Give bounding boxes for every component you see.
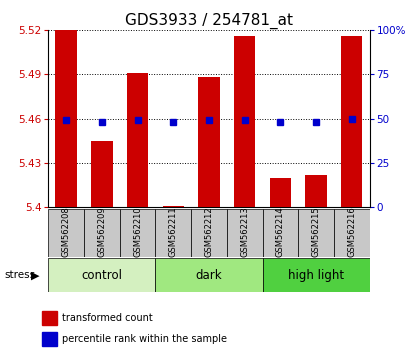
Text: GSM562211: GSM562211 bbox=[169, 206, 178, 257]
Text: high light: high light bbox=[288, 269, 344, 282]
Text: GSM562210: GSM562210 bbox=[133, 206, 142, 257]
FancyBboxPatch shape bbox=[227, 209, 262, 257]
Text: transformed count: transformed count bbox=[63, 313, 153, 323]
Text: dark: dark bbox=[196, 269, 222, 282]
Bar bbox=[163, 206, 184, 207]
FancyBboxPatch shape bbox=[191, 209, 227, 257]
Bar bbox=[305, 175, 327, 207]
Text: GSM562213: GSM562213 bbox=[240, 206, 249, 257]
Text: percentile rank within the sample: percentile rank within the sample bbox=[63, 334, 227, 344]
FancyBboxPatch shape bbox=[48, 258, 155, 292]
Text: GSM562212: GSM562212 bbox=[205, 206, 213, 257]
Bar bbox=[42, 312, 58, 325]
Bar bbox=[91, 141, 113, 207]
Bar bbox=[198, 77, 220, 207]
FancyBboxPatch shape bbox=[298, 209, 334, 257]
Bar bbox=[234, 36, 255, 207]
Bar bbox=[55, 29, 77, 207]
FancyBboxPatch shape bbox=[334, 209, 370, 257]
FancyBboxPatch shape bbox=[84, 209, 120, 257]
Text: GSM562215: GSM562215 bbox=[312, 206, 320, 257]
Title: GDS3933 / 254781_at: GDS3933 / 254781_at bbox=[125, 12, 293, 29]
Bar bbox=[127, 73, 148, 207]
FancyBboxPatch shape bbox=[120, 209, 155, 257]
Text: stress: stress bbox=[4, 270, 35, 280]
FancyBboxPatch shape bbox=[262, 258, 370, 292]
Bar bbox=[42, 332, 58, 346]
Text: ▶: ▶ bbox=[32, 270, 40, 280]
Bar bbox=[341, 36, 362, 207]
FancyBboxPatch shape bbox=[48, 209, 84, 257]
Bar bbox=[270, 178, 291, 207]
Text: GSM562208: GSM562208 bbox=[62, 206, 71, 257]
FancyBboxPatch shape bbox=[155, 209, 191, 257]
Text: GSM562209: GSM562209 bbox=[97, 206, 106, 257]
Text: GSM562216: GSM562216 bbox=[347, 206, 356, 257]
FancyBboxPatch shape bbox=[262, 209, 298, 257]
FancyBboxPatch shape bbox=[155, 258, 262, 292]
Text: control: control bbox=[81, 269, 122, 282]
Text: GSM562214: GSM562214 bbox=[276, 206, 285, 257]
